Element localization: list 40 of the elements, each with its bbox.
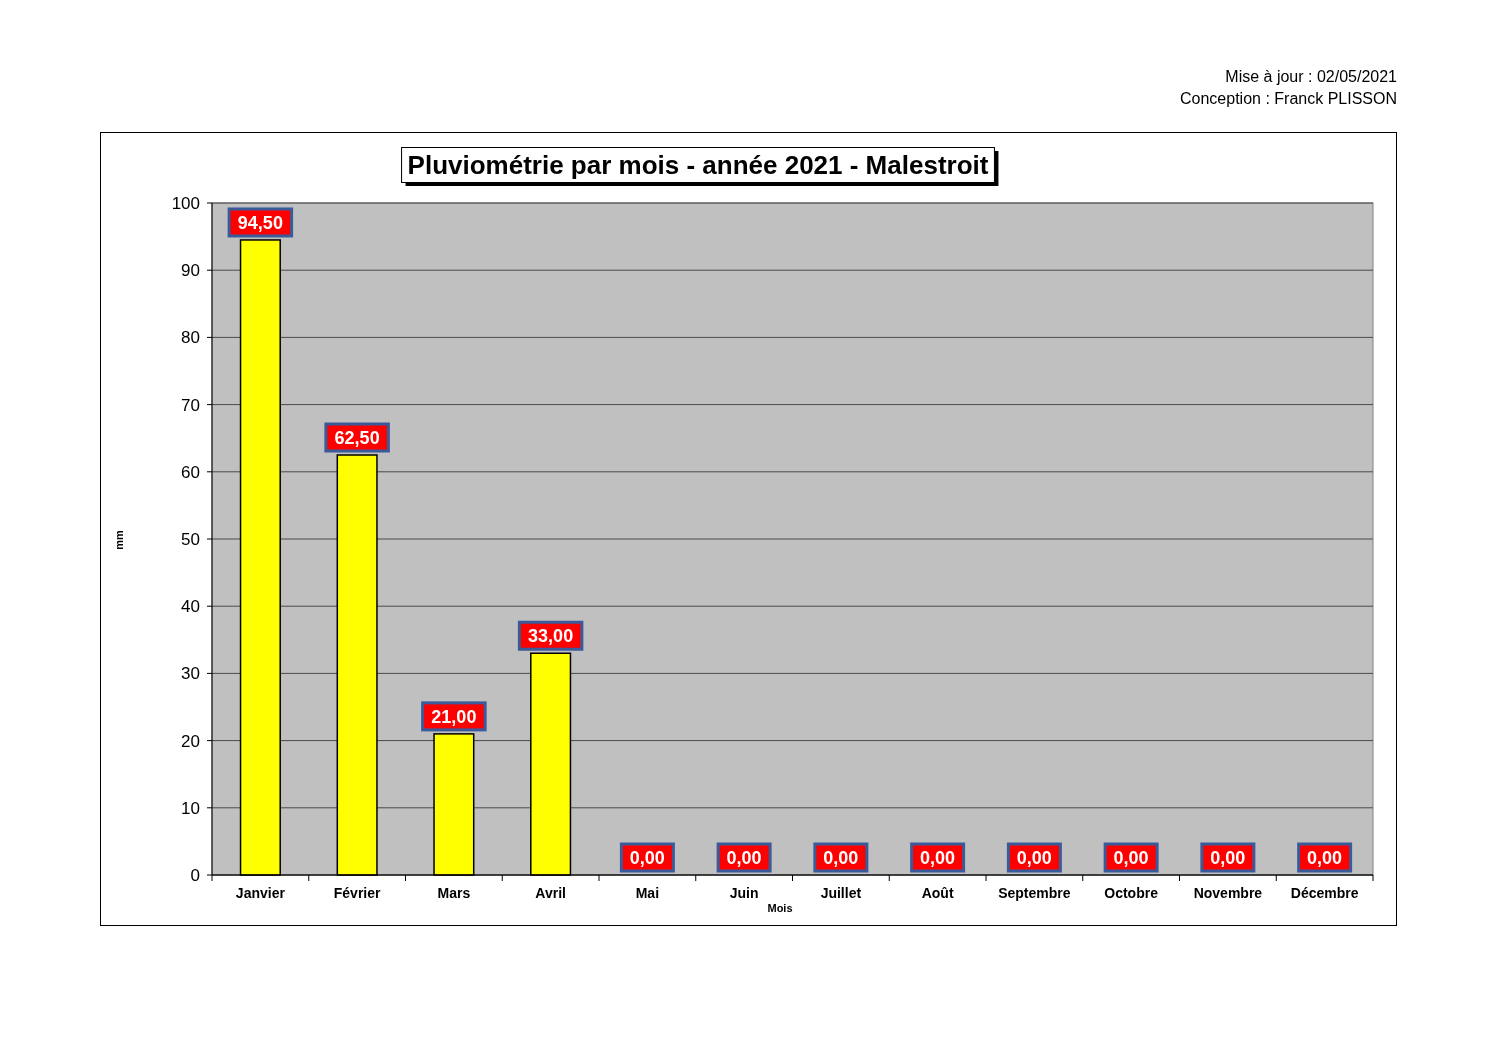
data-label: 94,50 [237,212,283,233]
y-axis-title: mm [113,530,125,550]
y-tick-label: 20 [181,731,200,751]
x-tick-label: Mai [635,885,660,901]
x-tick-label: Juin [729,885,759,901]
data-label: 0,00 [1210,848,1246,868]
y-tick-label: 30 [181,664,200,684]
data-label: 0,00 [823,848,859,868]
data-label: 0,00 [1016,848,1052,868]
y-tick-label: 70 [181,395,200,415]
x-tick-label: Février [333,885,382,901]
x-tick-label: Mars [437,885,471,901]
y-tick-label: 10 [181,798,200,818]
data-label: 33,00 [528,626,574,647]
data-label: 0,00 [1307,848,1343,868]
y-tick-label: 60 [181,462,200,482]
y-tick-label: 0 [190,866,200,885]
data-label: 0,00 [1113,848,1149,868]
data-label: 0,00 [920,848,956,868]
data-label: 21,00 [431,706,477,727]
y-tick-label: 40 [181,597,200,617]
y-tick-label: 50 [181,530,200,549]
data-label: 0,00 [726,848,762,868]
x-tick-label: Août [921,885,954,901]
x-axis-title: Mois [767,902,793,914]
x-tick-label: Janvier [235,885,286,901]
y-tick-label: 80 [181,328,200,348]
data-label: 62,50 [334,428,380,448]
x-tick-label: Avril [535,885,566,901]
y-tick-label: 100 [171,194,200,213]
text: Conception : Franck PLISSON [1180,90,1397,107]
data-label: 0,00 [629,848,665,868]
y-tick-label: 90 [181,261,200,281]
text: Mise à jour : 02/05/2021 [1225,68,1398,85]
x-tick-label: Juillet [820,885,862,901]
chart-title: Pluviométrie par mois - année 2021 - Malestroit [407,150,989,180]
x-tick-label: Décembre [1290,885,1359,901]
x-tick-label: Novembre [1193,885,1263,901]
x-tick-label: Octobre [1104,885,1159,901]
x-tick-label: Septembre [998,885,1071,901]
